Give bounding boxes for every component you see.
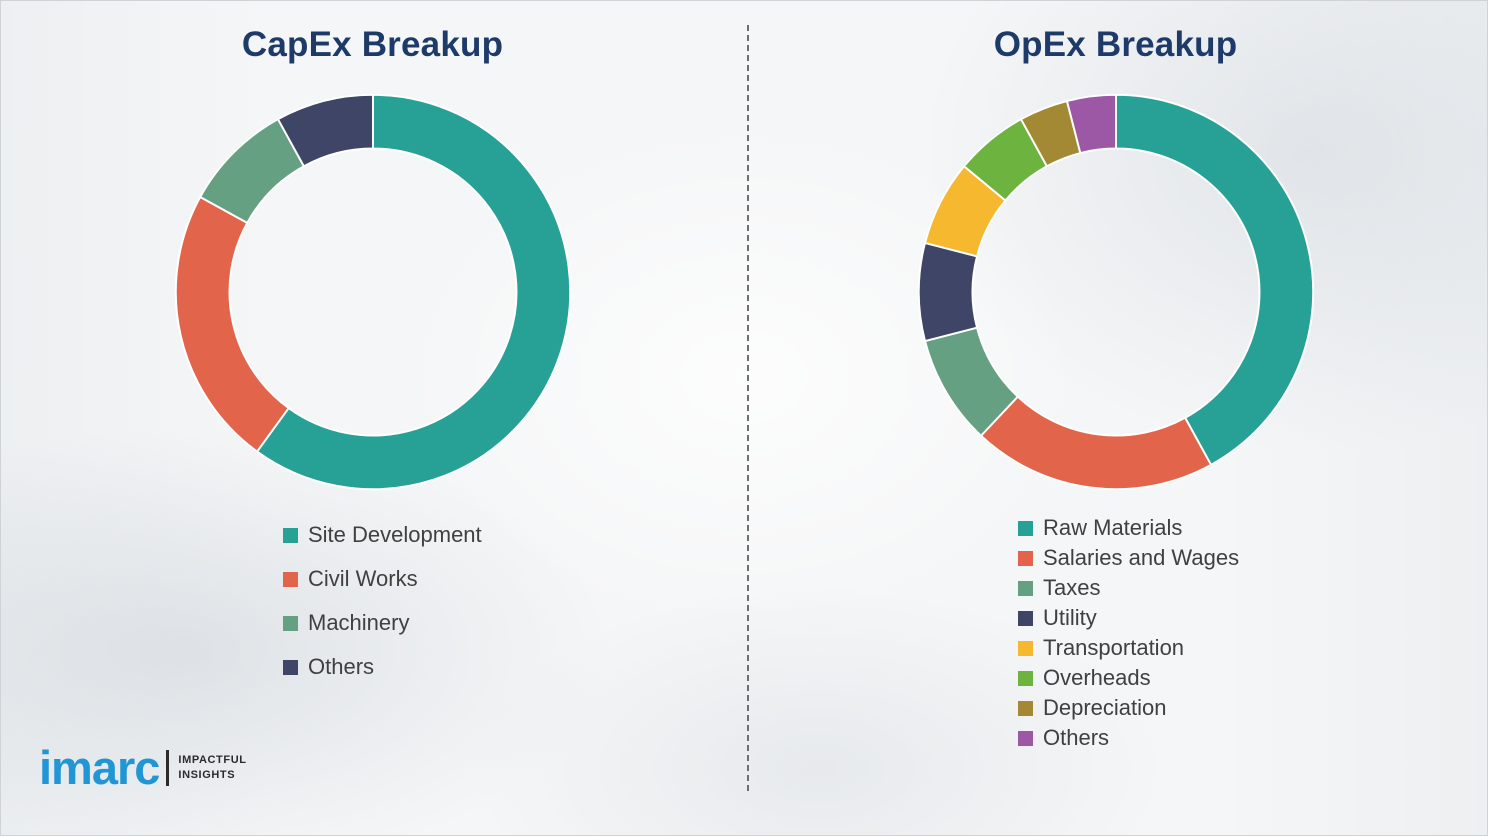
legend-label-transportation: Transportation: [1043, 635, 1185, 660]
legend-item-depreciation: Depreciation: [1018, 693, 1239, 723]
legend-item-raw-materials: Raw Materials: [1018, 513, 1239, 543]
opex-legend: Raw Materials Salaries and Wages Taxes Util…: [1018, 513, 1239, 753]
legend-swatch-overheads: [1018, 670, 1033, 686]
donut-segment-civil-works: [174, 196, 290, 453]
legend-label-taxes: Taxes: [1043, 575, 1101, 600]
legend-item-machinery: Machinery: [283, 601, 482, 645]
legend-swatch-civil-works: [283, 571, 298, 587]
imarc-tagline-line1: IMPACTFUL: [178, 754, 247, 767]
imarc-logo-tagline: IMPACTFUL INSIGHTS: [178, 753, 246, 782]
legend-item-salaries-and-wages: Salaries and Wages: [1018, 543, 1239, 573]
donut-segment-raw-materials: [1114, 93, 1314, 466]
legend-swatch-taxes: [1018, 580, 1033, 596]
dashed-divider-line: [747, 25, 749, 791]
legend-label-salaries-and-wages: Salaries and Wages: [1043, 545, 1240, 570]
legend-label-others: Others: [308, 654, 375, 679]
legend-swatch-salaries-and-wages: [1018, 550, 1033, 566]
capex-panel: CapEx Breakup Site Development Civil Work…: [1, 1, 744, 835]
legend-item-overheads: Overheads: [1018, 663, 1239, 693]
legend-swatch-raw-materials: [1018, 520, 1033, 536]
legend-label-machinery: Machinery: [308, 610, 410, 635]
legend-label-civil-works: Civil Works: [308, 566, 418, 591]
legend-item-others: Others: [283, 645, 482, 689]
legend-swatch-others: [1018, 730, 1033, 746]
capex-title: CapEx Breakup: [241, 25, 504, 64]
legend-swatch-transportation: [1018, 640, 1033, 656]
legend-swatch-site-development: [283, 527, 298, 543]
opex-title: OpEx Breakup: [993, 25, 1238, 64]
opex-panel: OpEx Breakup Raw Materials Salaries and W…: [744, 1, 1487, 835]
imarc-logo-divider: [166, 749, 170, 786]
legend-label-site-development: Site Development: [308, 522, 482, 547]
legend-item-others: Others: [1018, 723, 1239, 753]
donut-segment-site-development: [255, 93, 571, 491]
legend-label-others: Others: [1043, 725, 1110, 750]
opex-donut-chart: [911, 87, 1321, 497]
capex-legend: Site Development Civil Works Machinery Othe…: [283, 513, 482, 689]
imarc-logo: imarc IMPACTFUL INSIGHTS: [39, 744, 247, 791]
legend-swatch-others: [283, 659, 298, 675]
imarc-tagline-line2: INSIGHTS: [178, 768, 236, 781]
legend-item-utility: Utility: [1018, 603, 1239, 633]
legend-item-taxes: Taxes: [1018, 573, 1239, 603]
legend-swatch-utility: [1018, 610, 1033, 626]
legend-item-site-development: Site Development: [283, 513, 482, 557]
donut-segment-salaries-and-wages: [979, 395, 1212, 491]
legend-label-overheads: Overheads: [1043, 665, 1151, 690]
donut-segment-others: [276, 93, 374, 168]
legend-label-raw-materials: Raw Materials: [1043, 515, 1183, 540]
imarc-logo-text: imarc: [39, 741, 160, 794]
donut-segment-utility: [917, 241, 978, 343]
capex-donut-chart: [168, 87, 578, 497]
legend-item-transportation: Transportation: [1018, 633, 1239, 663]
donut-segment-others: [1065, 93, 1117, 154]
legend-swatch-machinery: [283, 615, 298, 631]
legend-item-civil-works: Civil Works: [283, 557, 482, 601]
legend-label-utility: Utility: [1043, 605, 1097, 630]
legend-swatch-depreciation: [1018, 700, 1033, 716]
legend-label-depreciation: Depreciation: [1043, 695, 1167, 720]
